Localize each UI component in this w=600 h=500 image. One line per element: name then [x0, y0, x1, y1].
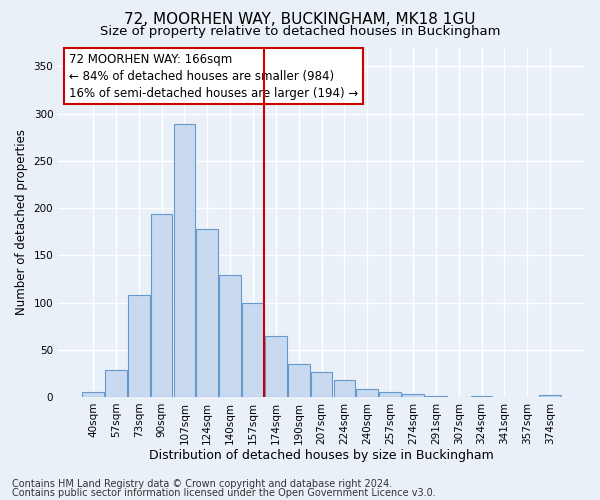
- Bar: [128, 295, 149, 397]
- Bar: [539, 395, 561, 397]
- Bar: [334, 380, 355, 397]
- X-axis label: Distribution of detached houses by size in Buckingham: Distribution of detached houses by size …: [149, 450, 494, 462]
- Bar: [402, 394, 424, 397]
- Bar: [196, 229, 218, 397]
- Bar: [173, 124, 195, 397]
- Bar: [425, 396, 447, 397]
- Bar: [356, 390, 378, 397]
- Bar: [105, 370, 127, 397]
- Bar: [288, 364, 310, 397]
- Bar: [311, 372, 332, 397]
- Text: Size of property relative to detached houses in Buckingham: Size of property relative to detached ho…: [100, 25, 500, 38]
- Text: 72 MOORHEN WAY: 166sqm
← 84% of detached houses are smaller (984)
16% of semi-de: 72 MOORHEN WAY: 166sqm ← 84% of detached…: [69, 52, 358, 100]
- Text: 72, MOORHEN WAY, BUCKINGHAM, MK18 1GU: 72, MOORHEN WAY, BUCKINGHAM, MK18 1GU: [124, 12, 476, 28]
- Bar: [379, 392, 401, 397]
- Bar: [219, 275, 241, 397]
- Y-axis label: Number of detached properties: Number of detached properties: [15, 129, 28, 315]
- Bar: [471, 396, 493, 397]
- Text: Contains public sector information licensed under the Open Government Licence v3: Contains public sector information licen…: [12, 488, 436, 498]
- Bar: [242, 302, 264, 397]
- Bar: [151, 214, 172, 397]
- Text: Contains HM Land Registry data © Crown copyright and database right 2024.: Contains HM Land Registry data © Crown c…: [12, 479, 392, 489]
- Bar: [265, 336, 287, 397]
- Bar: [82, 392, 104, 397]
